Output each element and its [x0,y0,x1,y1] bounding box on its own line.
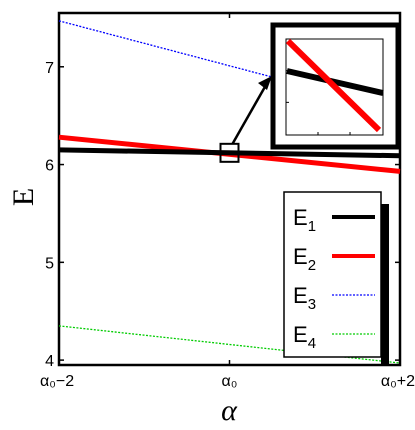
series-line-e3 [58,20,401,112]
inset-line-e2 [285,38,382,133]
y-tick-label: 5 [45,255,54,272]
x-tick-label: α₀−2 [40,373,74,390]
y-tick-label: 4 [45,353,54,370]
y-tick-label: 7 [45,60,54,77]
y-tick-label: 6 [45,158,54,175]
series-layer [58,20,401,364]
legend-label-name: E [293,322,308,347]
zoom-arrow-head [258,76,272,90]
legend-label-e4: E4 [293,322,316,352]
inset-plot [270,22,401,150]
legend-label-name: E [293,283,308,308]
x-tick-label: α₀ [222,373,238,390]
zoom-arrow-line [231,84,268,145]
legend-shadow [381,204,389,365]
legend-label-e2: E2 [293,244,316,274]
legend-label-subscript: 4 [308,335,316,352]
zoom-focus-box [219,142,240,163]
series-line-e1 [58,147,401,159]
legend-label-name: E [293,205,308,230]
x-axis-label: α [221,394,238,427]
legend-label-subscript: 3 [308,296,316,313]
zoom-callout [219,76,272,163]
legend-label-e1: E1 [293,205,316,235]
legend-label-subscript: 2 [308,257,316,274]
legend-box [283,191,382,358]
axes-layer: 4 5 6 7 α₀−2 α₀ α₀+2 [40,11,415,390]
legend-label-e3: E3 [293,283,316,313]
inset-axes [285,38,384,136]
inset-line-e1 [286,68,384,96]
legend-label-name: E [293,244,308,269]
series-line-e4 [58,325,401,364]
legend-label-subscript: 1 [308,218,316,235]
y-axis-label: E [7,188,40,206]
x-tick-label: α₀+2 [381,373,415,390]
